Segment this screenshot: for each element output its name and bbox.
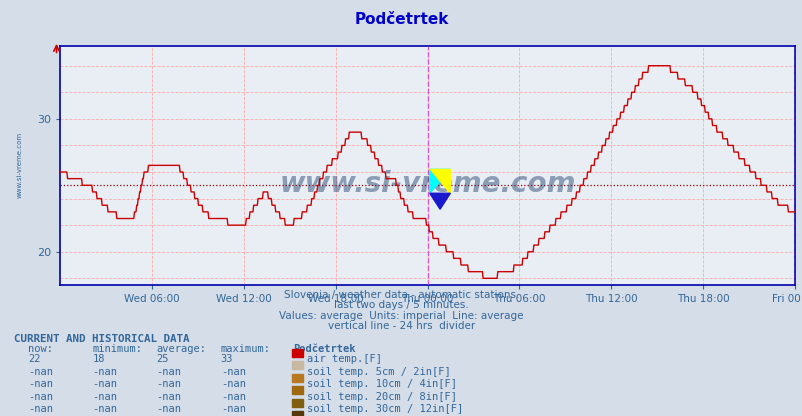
Text: -nan: -nan — [156, 367, 181, 377]
Polygon shape — [429, 169, 450, 193]
Text: 22: 22 — [28, 354, 41, 364]
Text: 25: 25 — [156, 354, 169, 364]
Text: -nan: -nan — [92, 379, 117, 389]
Text: minimum:: minimum: — [92, 344, 142, 354]
Text: -nan: -nan — [92, 367, 117, 377]
Text: vertical line - 24 hrs  divider: vertical line - 24 hrs divider — [327, 321, 475, 331]
Text: CURRENT AND HISTORICAL DATA: CURRENT AND HISTORICAL DATA — [14, 334, 190, 344]
Text: -nan: -nan — [156, 392, 181, 402]
Text: soil temp. 30cm / 12in[F]: soil temp. 30cm / 12in[F] — [306, 404, 463, 414]
Text: -nan: -nan — [221, 392, 245, 402]
Text: -nan: -nan — [28, 367, 53, 377]
Text: -nan: -nan — [156, 404, 181, 414]
Text: air temp.[F]: air temp.[F] — [306, 354, 381, 364]
Text: last two days / 5 minutes.: last two days / 5 minutes. — [334, 300, 468, 310]
Text: Slovenia / weather data - automatic stations.: Slovenia / weather data - automatic stat… — [283, 290, 519, 300]
Text: www.si-vreme.com: www.si-vreme.com — [279, 171, 575, 198]
Text: -nan: -nan — [28, 404, 53, 414]
Text: Podčetrtek: Podčetrtek — [354, 12, 448, 27]
Text: Values: average  Units: imperial  Line: average: Values: average Units: imperial Line: av… — [279, 311, 523, 321]
Text: soil temp. 20cm / 8in[F]: soil temp. 20cm / 8in[F] — [306, 392, 456, 402]
Text: -nan: -nan — [221, 404, 245, 414]
Text: www.si-vreme.com: www.si-vreme.com — [17, 132, 22, 198]
Text: -nan: -nan — [92, 404, 117, 414]
Text: -nan: -nan — [28, 392, 53, 402]
Text: average:: average: — [156, 344, 206, 354]
Polygon shape — [429, 193, 450, 209]
Text: -nan: -nan — [156, 379, 181, 389]
Polygon shape — [429, 169, 450, 193]
Text: 33: 33 — [221, 354, 233, 364]
Text: 18: 18 — [92, 354, 105, 364]
Text: soil temp. 5cm / 2in[F]: soil temp. 5cm / 2in[F] — [306, 367, 450, 377]
Text: -nan: -nan — [221, 367, 245, 377]
Text: -nan: -nan — [28, 379, 53, 389]
Text: maximum:: maximum: — [221, 344, 270, 354]
Text: now:: now: — [28, 344, 53, 354]
Text: -nan: -nan — [92, 392, 117, 402]
Text: soil temp. 10cm / 4in[F]: soil temp. 10cm / 4in[F] — [306, 379, 456, 389]
Text: -nan: -nan — [221, 379, 245, 389]
Text: Podčetrtek: Podčetrtek — [293, 344, 355, 354]
